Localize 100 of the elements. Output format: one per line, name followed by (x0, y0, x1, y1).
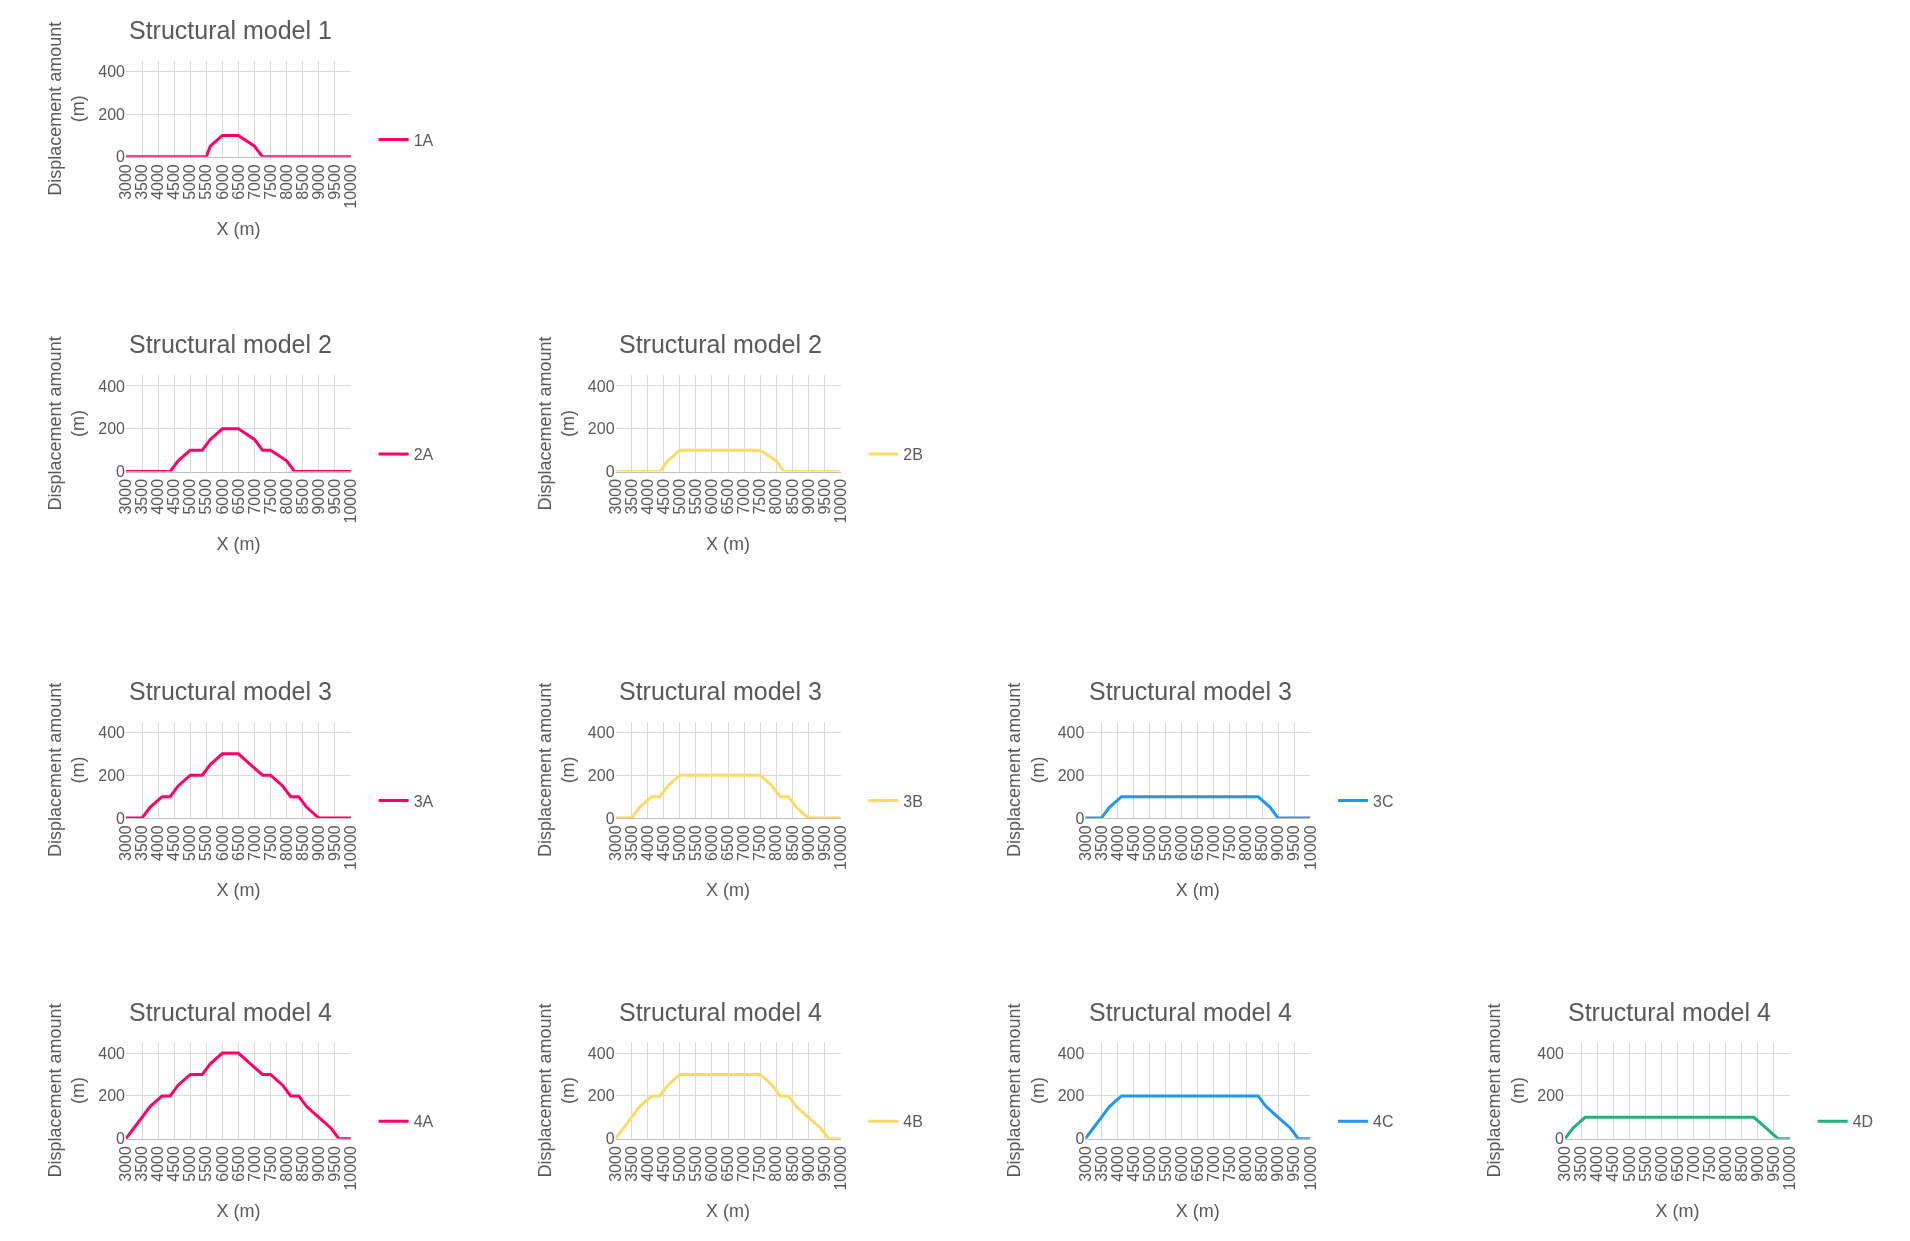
x-tick-label: 9500 (1285, 1145, 1303, 1182)
x-tick-label: 7000 (1205, 1145, 1223, 1182)
x-tick-label: 4500 (1124, 1145, 1142, 1182)
x-tick-label: 8000 (767, 1145, 785, 1182)
line-series (615, 773, 841, 819)
x-tick-label: 7000 (1205, 825, 1223, 862)
x-tick-label: 7500 (1700, 1145, 1718, 1182)
x-tick-label: 9500 (326, 825, 344, 862)
y-tick-label: 0 (605, 809, 615, 827)
y-tick-label: 400 (98, 377, 126, 395)
x-tick-label: 8500 (1733, 1145, 1750, 1182)
x-tick-label: 5500 (1156, 1145, 1174, 1182)
x-tick-label: 9000 (799, 825, 817, 862)
line-series (125, 427, 351, 472)
x-tick-label: 5500 (197, 478, 215, 515)
y-tick-label: 400 (587, 377, 615, 395)
x-tick-label: 3500 (133, 825, 151, 862)
y-tick-label: 400 (1537, 1044, 1565, 1062)
x-tick-label: 3000 (117, 478, 135, 515)
chart-title: Structural model 4 (129, 998, 332, 1026)
y-tick-label: 200 (1057, 766, 1085, 784)
x-tick-label: 6000 (703, 825, 721, 862)
x-tick-label: 10000 (342, 478, 360, 524)
x-tick-label: 10000 (342, 164, 360, 209)
x-tick-label: 4000 (149, 478, 167, 515)
x-tick-label: 8000 (767, 478, 785, 515)
chart-title: Structural model 1 (129, 16, 332, 44)
y-tick-label: 0 (116, 809, 126, 827)
x-tick-label: 7000 (735, 478, 753, 515)
x-axis-title: X (m) (706, 1200, 751, 1221)
x-tick-label: 6000 (213, 164, 231, 200)
x-tick-label: 8000 (1237, 1145, 1255, 1182)
x-tick-label: 10000 (1781, 1145, 1799, 1191)
x-tick-label: 4000 (149, 1145, 167, 1182)
y-tick-label: 400 (587, 724, 615, 742)
x-tick-label: 5000 (181, 478, 199, 515)
line-series (125, 752, 351, 819)
chart-title: Structural model 4 (1568, 998, 1771, 1026)
x-tick-label: 5500 (197, 164, 215, 200)
x-tick-label: 3500 (133, 478, 151, 515)
chart-title: Structural model 4 (619, 998, 822, 1026)
y-axis-title: Displacement amount (m) (534, 1003, 579, 1178)
x-tick-label: 7500 (751, 1145, 769, 1182)
x-tick-label: 3500 (1092, 825, 1110, 862)
x-tick-label: 9500 (1765, 1145, 1783, 1182)
x-tick-label: 6000 (213, 478, 231, 515)
x-tick-label: 4500 (654, 478, 672, 515)
x-tick-label: 4500 (654, 825, 672, 862)
x-tick-label: 10000 (342, 825, 360, 870)
line-series (1085, 1094, 1311, 1139)
x-tick-label: 7500 (261, 478, 279, 515)
x-tick-label: 8500 (293, 478, 311, 515)
x-tick-label: 5500 (197, 1145, 215, 1182)
x-tick-label: 5500 (687, 825, 705, 862)
x-tick-label: 3000 (1076, 825, 1094, 862)
legend-label: 4C (1373, 1113, 1394, 1131)
x-tick-label: 3000 (606, 478, 624, 515)
x-tick-label: 7000 (245, 164, 263, 200)
x-tick-label: 5000 (1620, 1145, 1638, 1182)
y-axis-title: Displacement amount (m) (1004, 1003, 1048, 1178)
x-tick-label: 4500 (1604, 1145, 1622, 1182)
x-tick-label: 9000 (309, 164, 327, 200)
x-tick-label: 3500 (622, 478, 640, 515)
x-tick-label: 10000 (1301, 825, 1319, 870)
x-tick-label: 3000 (117, 825, 135, 862)
legend-label: 4D (1852, 1113, 1874, 1131)
x-tick-label: 4000 (638, 478, 656, 515)
x-tick-label: 7500 (261, 1145, 279, 1182)
x-tick-label: 3500 (622, 1145, 640, 1182)
y-tick-label: 400 (1057, 724, 1085, 742)
x-tick-label: 4000 (1108, 825, 1126, 862)
x-tick-label: 8000 (1716, 1145, 1734, 1182)
x-tick-label: 4000 (1108, 1145, 1126, 1182)
y-axis-title: Displacement amount (m) (45, 336, 89, 511)
y-tick-label: 0 (605, 1130, 615, 1148)
x-tick-label: 7000 (735, 825, 753, 862)
line-series (615, 1072, 841, 1139)
x-axis-title: X (m) (1175, 1200, 1220, 1221)
x-tick-label: 6000 (213, 1145, 231, 1182)
x-tick-label: 8500 (783, 478, 801, 515)
x-tick-label: 3500 (622, 825, 640, 862)
x-tick-label: 6500 (229, 478, 247, 515)
x-tick-label: 5500 (687, 478, 705, 515)
x-tick-label: 8000 (277, 478, 295, 515)
x-tick-label: 10000 (831, 825, 849, 870)
legend-label: 4B (903, 1113, 923, 1131)
x-tick-label: 10000 (342, 1145, 360, 1191)
x-tick-label: 9000 (1749, 1145, 1767, 1182)
x-tick-label: 3500 (133, 1145, 151, 1182)
y-tick-label: 400 (98, 62, 126, 80)
x-tick-label: 7000 (245, 825, 263, 862)
x-tick-label: 6500 (1189, 1145, 1207, 1182)
x-tick-label: 6000 (1172, 1145, 1190, 1182)
y-tick-label: 200 (1537, 1087, 1565, 1105)
x-tick-label: 8500 (1253, 1145, 1271, 1182)
x-tick-label: 3500 (133, 164, 151, 200)
x-tick-label: 9500 (326, 478, 344, 515)
y-axis-title: Displacement amount (m) (45, 1003, 89, 1178)
legend-label: 2A (413, 446, 434, 464)
x-tick-label: 8000 (767, 825, 785, 862)
